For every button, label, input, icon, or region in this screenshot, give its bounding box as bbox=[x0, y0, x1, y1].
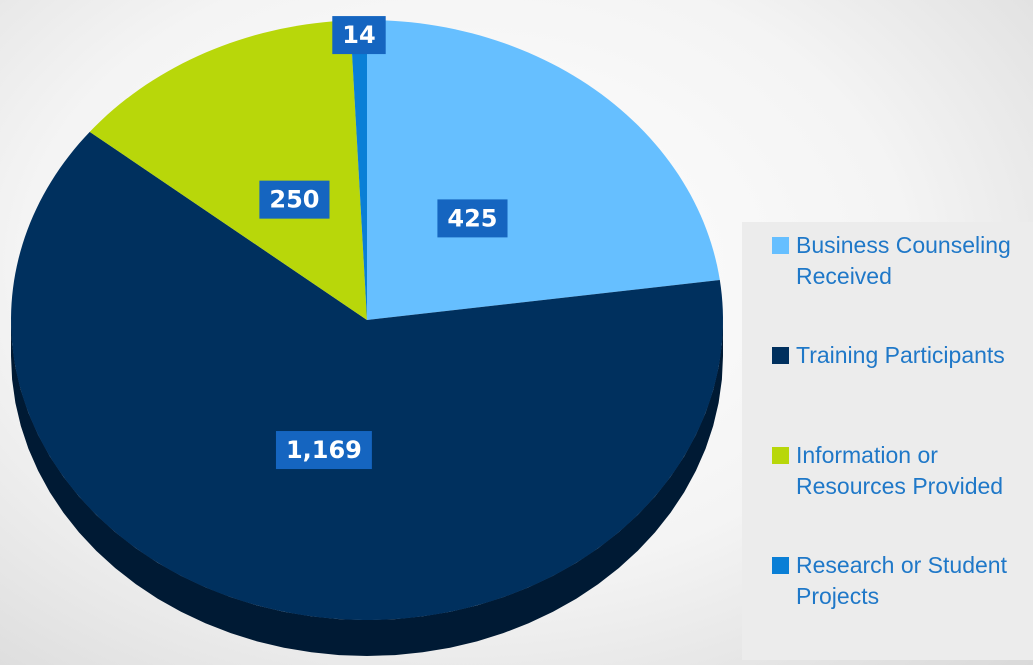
data-label: 1,169 bbox=[275, 431, 372, 470]
data-label-text: 250 bbox=[269, 186, 319, 214]
legend-item: Information or Resources Provided bbox=[772, 440, 1026, 502]
data-label-text: 425 bbox=[447, 204, 497, 232]
data-label-box bbox=[332, 16, 386, 55]
legend-item: Training Participants bbox=[772, 340, 1026, 371]
legend-label: Business Counseling Received bbox=[796, 232, 1011, 289]
legend-label: Information or Resources Provided bbox=[796, 442, 1004, 499]
legend: Business Counseling Received Training Par… bbox=[742, 222, 1033, 660]
legend-swatch bbox=[772, 557, 789, 574]
data-label-box bbox=[275, 431, 372, 470]
pie-slice bbox=[11, 131, 723, 620]
legend-label: Training Participants bbox=[796, 342, 1005, 368]
data-label-box bbox=[437, 199, 508, 238]
data-label: 14 bbox=[332, 16, 386, 55]
legend-swatch bbox=[772, 347, 789, 364]
data-label-text: 14 bbox=[342, 21, 375, 49]
legend-swatch bbox=[772, 237, 789, 254]
pie-slice bbox=[350, 20, 367, 320]
data-label-text: 1,169 bbox=[286, 436, 362, 464]
data-label: 425 bbox=[437, 199, 508, 238]
legend-item: Research or Student Projects bbox=[772, 550, 1026, 612]
legend-item: Business Counseling Received bbox=[772, 230, 1026, 292]
data-label: 250 bbox=[259, 180, 330, 219]
legend-label: Research or Student Projects bbox=[796, 552, 1007, 609]
data-label-box bbox=[259, 180, 330, 219]
legend-swatch bbox=[772, 447, 789, 464]
pie-slice bbox=[89, 20, 367, 320]
pie-slice bbox=[367, 20, 720, 320]
